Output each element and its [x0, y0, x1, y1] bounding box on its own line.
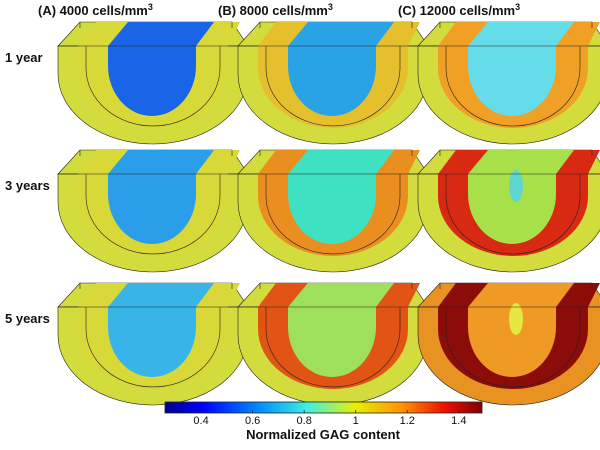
row-label: 3 years [5, 178, 50, 193]
panel-edge [58, 283, 248, 308]
panel-contour [85, 174, 221, 255]
row-label: 5 years [5, 311, 50, 326]
panel-edge [58, 150, 248, 175]
panel-contour [445, 307, 581, 388]
panel [237, 282, 429, 406]
panel-core [468, 307, 556, 377]
column-title-text: (A) 4000 cells/mm [38, 3, 148, 18]
column-title-text: (B) 8000 cells/mm [218, 3, 328, 18]
panel-core-top [288, 22, 394, 46]
panel-core-top [468, 150, 574, 174]
panel [237, 149, 429, 273]
panel [237, 21, 429, 145]
colorbar-tick-label: 0.6 [245, 415, 260, 427]
panel-core [288, 174, 376, 244]
colorbar [164, 401, 483, 414]
panel-edge [58, 22, 248, 47]
panel [57, 149, 249, 273]
panel [57, 21, 249, 145]
panel-contour [265, 46, 401, 127]
panels [57, 21, 600, 406]
panel-core-top [108, 283, 214, 307]
panel-contour [85, 307, 221, 388]
column-title-sup: 3 [328, 2, 333, 12]
panel-spot [509, 303, 523, 335]
panel-core [288, 307, 376, 377]
panel [417, 21, 600, 145]
panel-core-top [288, 283, 394, 307]
column-title: (A) 4000 cells/mm3 [38, 2, 153, 18]
panel [417, 282, 600, 406]
panel-contour [265, 307, 401, 388]
panel-core-top [468, 283, 574, 307]
panel-core-top [468, 22, 574, 46]
panel-core [468, 46, 556, 116]
panel-core-top [288, 150, 394, 174]
panel-core [108, 174, 196, 244]
panel-contour [85, 46, 221, 127]
panel-core [108, 46, 196, 116]
panel [57, 282, 249, 406]
column-title-text: (C) 12000 cells/mm [398, 3, 515, 18]
panel-edge [238, 150, 428, 175]
panel-edge [238, 283, 428, 308]
column-title-sup: 3 [148, 2, 153, 12]
colorbar-tick-label: 0.8 [297, 415, 312, 427]
column-title-sup: 3 [515, 2, 520, 12]
panel-core [108, 307, 196, 377]
panel-core-top [108, 150, 214, 174]
panel-core [468, 174, 556, 244]
colorbar-tick-label: 1.2 [400, 415, 415, 427]
column-title: (B) 8000 cells/mm3 [218, 2, 333, 18]
panel-contour [445, 174, 581, 255]
panel-contour [445, 46, 581, 127]
panel-core-top [108, 22, 214, 46]
row-label: 1 year [5, 50, 43, 65]
panel-spot [509, 170, 523, 202]
panel-edge [418, 150, 600, 175]
panel-contour [265, 174, 401, 255]
panel-edge [238, 22, 428, 47]
colorbar-tick-label: 0.4 [193, 415, 208, 427]
column-title: (C) 12000 cells/mm3 [398, 2, 520, 18]
colorbar-label: Normalized GAG content [246, 427, 401, 442]
colorbar-tick-label: 1.4 [451, 415, 466, 427]
panel [417, 149, 600, 273]
panel-edge [418, 22, 600, 47]
panel-edge [418, 283, 600, 308]
panel-core [288, 46, 376, 116]
colorbar-tick-label: 1 [353, 415, 359, 427]
